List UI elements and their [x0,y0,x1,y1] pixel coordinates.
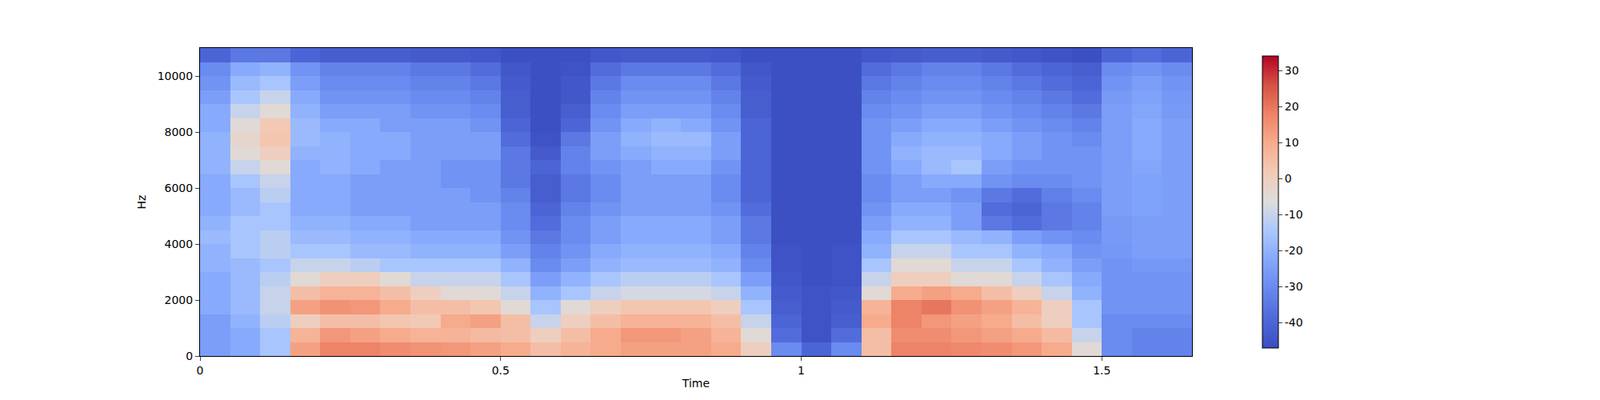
svg-text:-30: -30 [1284,280,1304,293]
svg-text:-20: -20 [1284,244,1304,257]
svg-text:4000: 4000 [164,237,194,251]
svg-text:20: 20 [1284,100,1300,113]
svg-text:Hz: Hz [135,195,148,210]
svg-text:-10: -10 [1284,208,1304,221]
svg-text:0: 0 [1284,172,1292,185]
svg-text:8000: 8000 [164,125,194,139]
svg-text:0: 0 [196,364,204,377]
svg-text:-40: -40 [1284,316,1304,329]
svg-text:6000: 6000 [164,181,194,195]
svg-text:0: 0 [185,349,193,363]
svg-text:30: 30 [1284,64,1300,77]
svg-text:Time: Time [681,376,710,390]
svg-text:10000: 10000 [157,69,194,83]
svg-text:2000: 2000 [164,293,194,307]
svg-text:1: 1 [797,364,805,377]
svg-text:1.5: 1.5 [1092,364,1111,377]
svg-text:10: 10 [1284,136,1300,149]
svg-text:0.5: 0.5 [492,364,510,377]
